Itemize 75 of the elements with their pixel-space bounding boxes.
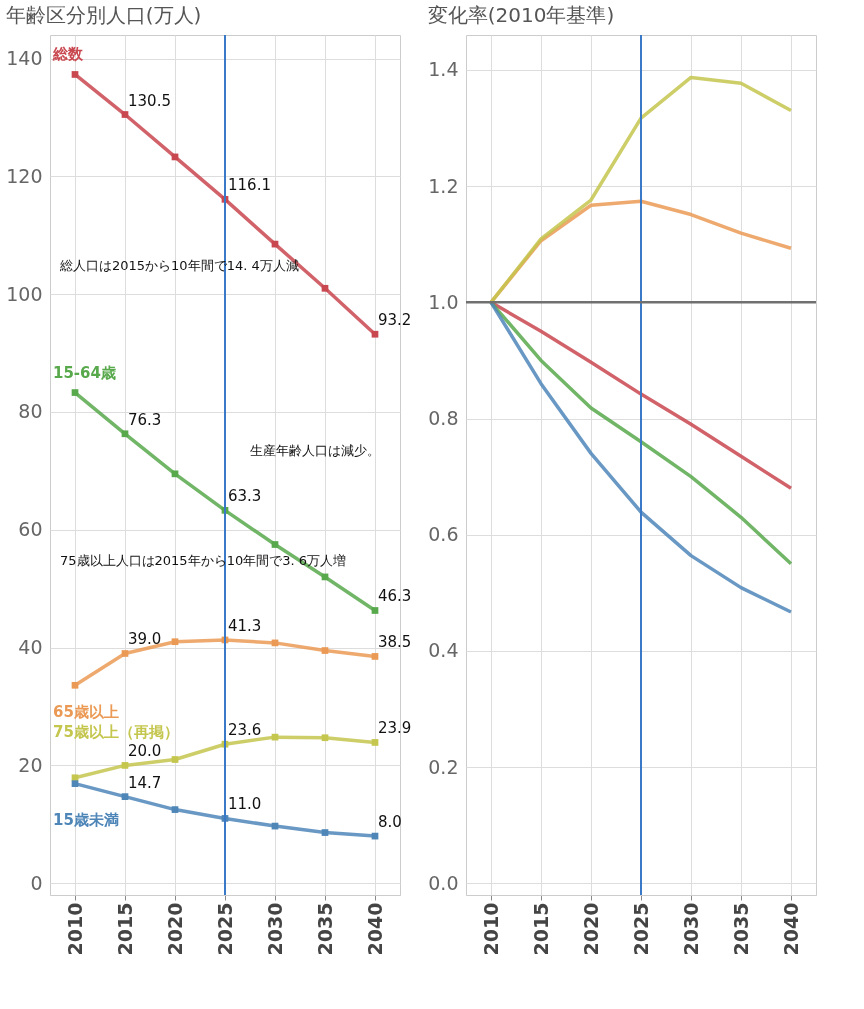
point xyxy=(171,756,179,763)
x-tick-label: 2035 xyxy=(729,902,752,956)
y-tick-label: 1.2 xyxy=(428,174,459,197)
point xyxy=(271,541,279,548)
series-label: 65歳以上 xyxy=(53,703,119,722)
x-tick-label: 2040 xyxy=(363,902,386,956)
y-tick-label: 120 xyxy=(6,164,43,187)
point xyxy=(321,734,329,742)
data-label: 11.0 xyxy=(228,795,262,814)
x-tick-label: 2020 xyxy=(163,902,186,956)
point xyxy=(171,470,179,478)
data-label: 39.0 xyxy=(128,630,162,649)
y-tick-label: 60 xyxy=(18,518,43,541)
data-label: 63.3 xyxy=(228,487,262,506)
data-label: 76.3 xyxy=(128,410,162,429)
point xyxy=(371,607,379,614)
series-label: 15-64歳 xyxy=(53,363,116,382)
chart-title: 変化率(2010年基準) xyxy=(427,3,615,27)
annotation: 生産年齢人口は減少。 xyxy=(250,443,380,458)
data-label: 41.3 xyxy=(228,616,262,635)
y-tick-label: 0 xyxy=(30,871,43,894)
point xyxy=(71,681,79,689)
x-tick-label: 2010 xyxy=(479,902,502,956)
data-label: 130.5 xyxy=(128,91,171,110)
y-tick-label: 1.4 xyxy=(428,58,459,81)
y-tick-label: 20 xyxy=(18,753,43,776)
data-label: 46.3 xyxy=(378,587,412,606)
y-tick-label: 140 xyxy=(6,47,43,70)
point xyxy=(121,650,129,657)
point xyxy=(71,71,79,78)
y-tick-label: 0.0 xyxy=(428,871,459,894)
x-tick-label: 2010 xyxy=(63,902,86,956)
y-tick-label: 0.8 xyxy=(428,407,459,430)
data-label: 14.7 xyxy=(128,773,162,792)
y-tick-label: 0.2 xyxy=(428,755,459,778)
point xyxy=(121,430,129,438)
data-label: 23.9 xyxy=(378,719,412,738)
x-tick-label: 2015 xyxy=(529,902,552,956)
point xyxy=(121,793,129,800)
y-tick-label: 80 xyxy=(18,400,43,423)
x-tick-label: 2025 xyxy=(213,902,236,956)
y-tick-label: 40 xyxy=(18,636,43,659)
y-tick-label: 1.0 xyxy=(428,290,459,313)
point xyxy=(371,653,379,660)
data-label: 38.5 xyxy=(378,633,412,652)
x-tick-label: 2030 xyxy=(679,902,702,956)
x-tick-label: 2015 xyxy=(113,902,136,956)
x-tick-label: 2035 xyxy=(313,902,336,956)
point xyxy=(71,389,79,396)
x-tick-label: 2030 xyxy=(263,902,286,956)
series-label: 総数 xyxy=(52,45,84,64)
x-tick-label: 2020 xyxy=(579,902,602,956)
data-label: 23.6 xyxy=(228,721,262,740)
data-label: 8.0 xyxy=(378,813,402,832)
data-label: 20.0 xyxy=(128,742,162,761)
point xyxy=(171,806,179,813)
y-tick-label: 100 xyxy=(6,282,43,305)
y-tick-label: 0.4 xyxy=(428,639,459,662)
point xyxy=(121,111,129,118)
point xyxy=(171,638,179,646)
y-tick-label: 0.6 xyxy=(428,523,459,546)
point xyxy=(321,829,329,836)
point xyxy=(371,330,379,338)
x-tick-label: 2040 xyxy=(779,902,802,956)
point xyxy=(371,739,379,746)
data-label: 116.1 xyxy=(228,176,271,195)
point xyxy=(321,284,329,292)
data-label: 93.2 xyxy=(378,311,412,330)
series-label: 75歳以上（再掲） xyxy=(53,722,179,741)
point xyxy=(321,647,329,654)
chart-title: 年齢区分別人口(万人) xyxy=(5,3,202,27)
x-tick-label: 2025 xyxy=(629,902,652,956)
point xyxy=(71,780,79,788)
point xyxy=(121,762,129,769)
series-label: 15歳未満 xyxy=(53,810,119,829)
